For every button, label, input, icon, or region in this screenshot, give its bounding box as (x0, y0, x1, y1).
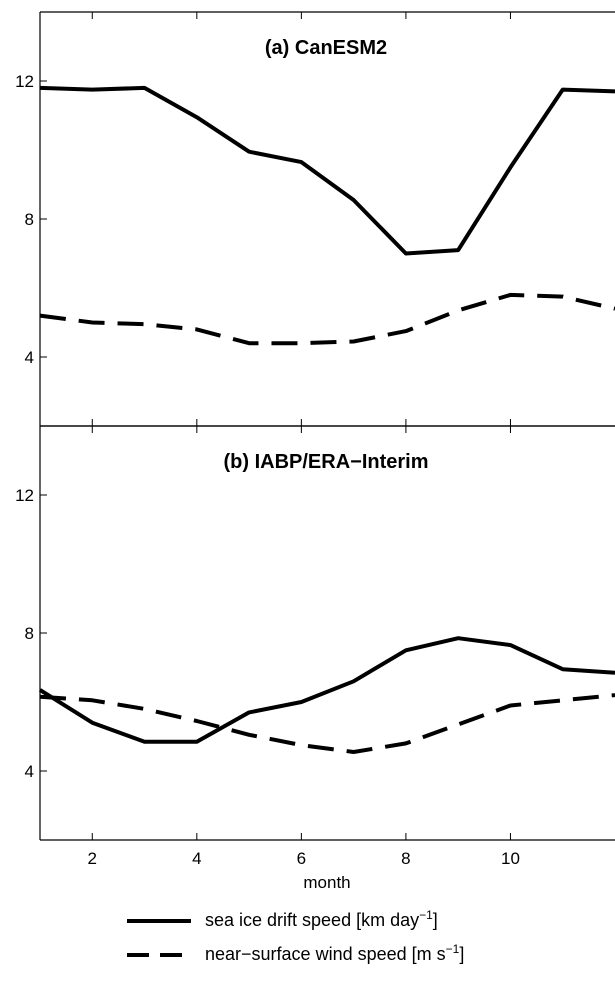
legend-label-solid-suffix: ] (432, 910, 438, 930)
x-tick-label: 8 (401, 849, 410, 868)
x-tick-label: 10 (501, 849, 520, 868)
series-line-drift-speed (39, 85, 615, 256)
legend-label-solid-text: sea ice drift speed [km day (205, 910, 420, 930)
series-line-drift-speed (38, 636, 615, 744)
series-line-wind-speed (39, 693, 615, 754)
legend-label-dashed-text: near−surface wind speed [m s (205, 944, 446, 964)
series-line-wind-speed (39, 292, 615, 346)
x-tick-label: 2 (88, 849, 97, 868)
legend-swatch-solid (127, 919, 191, 923)
legend-item-solid: sea ice drift speed [km day−1] (125, 905, 545, 939)
y-tick-label: 4 (25, 348, 34, 367)
legend: sea ice drift speed [km day−1] near−surf… (125, 905, 545, 973)
legend-swatch-dashed (127, 953, 191, 957)
y-tick-label: 12 (15, 72, 34, 91)
chart-title: (b) IABP/ERA−Interim (223, 451, 428, 473)
x-tick-label: 6 (297, 849, 306, 868)
chart-panel-b: 2 4 6 8 10 4 8 12 (b) IABP/ERA−Interim month (15, 425, 615, 892)
legend-label-dashed-exponent: −1 (445, 942, 460, 956)
legend-label-dashed-suffix: ] (459, 944, 465, 964)
legend-label-dashed: near−surface wind speed [m s−1] (205, 942, 464, 965)
y-tick-label: 12 (15, 486, 34, 505)
chart-title: (a) CanESM2 (265, 37, 387, 59)
x-axis-label: month (303, 873, 350, 892)
legend-label-solid-exponent: −1 (419, 908, 433, 922)
y-tick-label: 4 (25, 762, 34, 781)
x-tick-label: 4 (192, 849, 201, 868)
chart-panel-a: 4 8 12 (a) CanESM2 (15, 11, 615, 427)
y-tick-label: 8 (25, 210, 34, 229)
legend-label-solid: sea ice drift speed [km day−1] (205, 908, 438, 931)
legend-item-dashed: near−surface wind speed [m s−1] (125, 939, 545, 973)
y-tick-label: 8 (25, 624, 34, 643)
